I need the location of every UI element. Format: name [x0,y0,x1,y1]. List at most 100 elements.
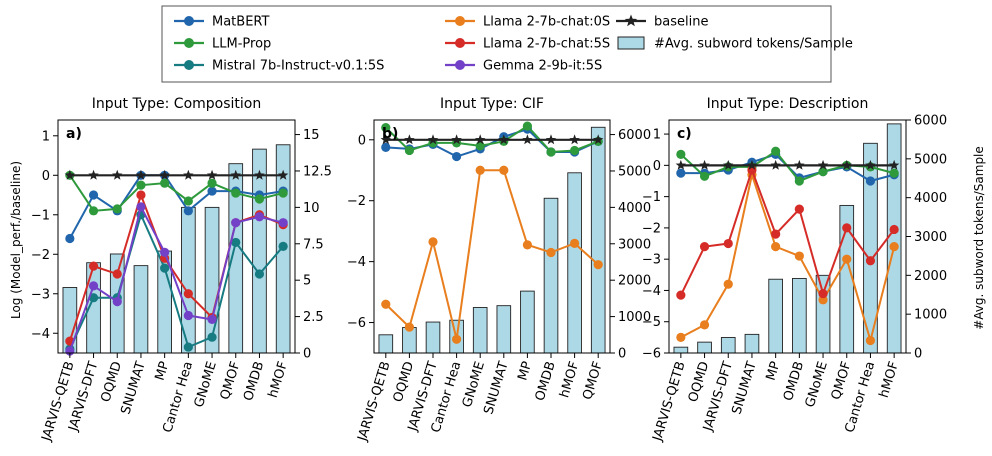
tick-label: 2000 [618,274,651,289]
bar [768,278,783,354]
legend-marker [184,38,194,48]
data-point [254,212,265,222]
series-line [385,124,599,154]
category-label: hMOF [877,360,902,400]
data-point [723,238,733,249]
tick-label: 12.5 [303,164,332,179]
tick-label: 0 [358,133,366,148]
tick-label: −2 [347,194,366,209]
bar [815,274,831,354]
data-point [183,289,193,299]
data-point [475,141,485,151]
tick-label: 1 [42,129,50,144]
data-point [112,297,122,307]
bar [252,148,267,354]
tick-label: −4 [31,327,50,342]
data-point [699,159,710,170]
legend-frame [161,5,832,83]
category-label: GNoME [192,360,220,410]
data-point [452,151,462,162]
data-point [474,134,486,145]
tick-label: −2 [31,248,50,263]
legend-marker [455,16,465,26]
legend-item-matbert: MatBERT [174,15,269,30]
data-point [278,241,288,251]
panel-title: Input Type: Composition [92,96,261,112]
tick-label: −5 [642,315,661,330]
plot-frame [57,119,296,354]
tick-label: 10 [303,201,320,216]
category-label: QMOF [580,360,606,402]
panel-title: Input Type: Description [707,96,869,112]
data-point [794,159,805,170]
data-point [112,169,123,180]
legend-marker [184,60,194,70]
category-label: OMDB [241,360,267,403]
legend-bar-swatch [617,36,645,50]
data-point [865,176,876,186]
data-point [381,299,391,309]
category-label: QMOF [218,360,244,402]
tick-label: −2 [642,221,661,236]
category-label: JARVIS-QETB [39,360,78,444]
tick-label: 1 [653,128,661,143]
data-point [794,176,804,186]
bar [133,265,149,354]
y-axis-label-left: Log (Model_perf./baseline) [9,161,23,319]
tick-label: −4 [642,284,661,299]
legend-marker [624,14,638,27]
data-point [136,180,146,190]
data-point [278,218,288,228]
data-point [277,169,289,180]
data-point [428,237,438,247]
data-point [699,242,710,252]
data-point [841,159,852,170]
bar [472,307,488,354]
bar [543,197,559,354]
data-point [746,159,758,170]
data-point [569,134,580,145]
data-point [817,159,829,170]
category-label: JARVIS-QETB [650,360,689,444]
data-point [498,134,510,145]
data-point [381,123,391,133]
tick-label: 2.5 [303,310,324,325]
y-axis-left: −6 −4 −2 0 [347,133,374,331]
legend-label: baseline [654,15,708,30]
data-point [183,196,193,206]
tick-label: −1 [642,190,661,205]
data-point [404,134,415,145]
y-axis-right: 0 1000 2000 3000 4000 5000 6000 [906,114,947,362]
data-point [207,178,217,188]
panel-b: −6 −4 −2 0 0 1000 2000 3000 4000 5000 6000 JARVIS-Q… [347,96,651,444]
series-baseline [675,159,900,170]
data-point [865,256,876,266]
panel-title: Input Type: CIF [440,96,544,112]
tick-label: −4 [347,255,366,270]
bar [744,333,760,354]
series-baseline [380,134,604,145]
tick-label: 5000 [914,152,947,167]
legend-marker [455,38,465,48]
data-point [231,237,241,248]
bar [425,321,441,354]
bar [886,123,902,354]
category-label: GNoME [803,360,831,410]
data-point [546,247,556,258]
legend-item-gemma: Gemma 2-9b-it:5S [445,59,602,74]
data-point [88,281,99,291]
category-label: JARVIS-QETB [355,360,394,444]
data-point [88,261,99,271]
data-point [112,204,122,214]
data-point [381,142,391,153]
category-label: MP [153,360,173,383]
bar [204,206,220,354]
legend-marker [455,60,465,70]
data-point [404,145,414,156]
bars [378,126,606,354]
tick-label: −3 [31,287,50,302]
data-point [865,335,876,346]
data-point [723,279,733,289]
tick-label: 6000 [618,128,651,143]
